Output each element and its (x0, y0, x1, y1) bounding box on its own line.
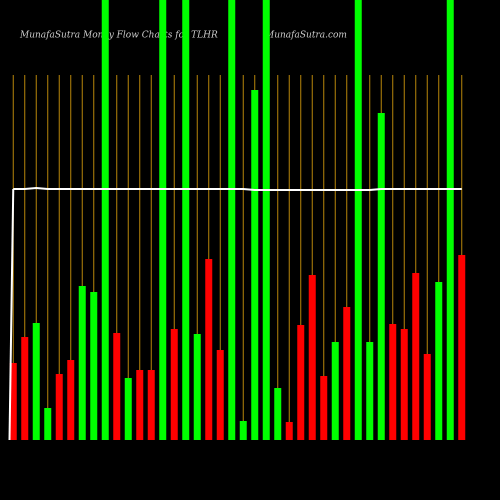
bar (159, 0, 167, 440)
chart-title: MunafaSutra Money Flow Charts for TLHR (19, 31, 218, 41)
bar (308, 275, 316, 440)
bar (32, 323, 40, 440)
bar (389, 324, 397, 440)
bar (400, 329, 408, 440)
bar (262, 0, 270, 440)
money-flow-line (13, 186, 462, 191)
bar (377, 113, 385, 440)
bar (78, 286, 86, 440)
bar (136, 370, 144, 440)
bar (67, 360, 75, 440)
bar (147, 370, 155, 440)
chart-subtitle: MunafaSutra.com (264, 31, 347, 41)
bar (297, 325, 305, 440)
bar (251, 90, 259, 440)
bar (239, 421, 247, 440)
bar (216, 350, 224, 440)
bar (331, 342, 339, 440)
bar (9, 363, 17, 440)
bar (446, 0, 454, 440)
bar (285, 422, 293, 440)
bar (101, 0, 109, 440)
bar (55, 374, 63, 440)
bar (193, 334, 201, 440)
bar (182, 0, 190, 440)
bar (412, 273, 420, 440)
bar (274, 388, 282, 440)
bar (343, 307, 351, 440)
bar (435, 282, 443, 440)
bar (228, 0, 236, 440)
lead-in (8, 188, 15, 441)
bar (366, 342, 374, 440)
bar (205, 259, 213, 440)
bar (458, 255, 466, 440)
bar (21, 337, 29, 440)
bar (354, 0, 362, 440)
bar (113, 333, 121, 440)
bar (124, 378, 132, 440)
bar (90, 292, 98, 440)
bar (320, 376, 328, 440)
bar (170, 329, 178, 440)
bar (423, 354, 431, 440)
bar (44, 408, 52, 440)
